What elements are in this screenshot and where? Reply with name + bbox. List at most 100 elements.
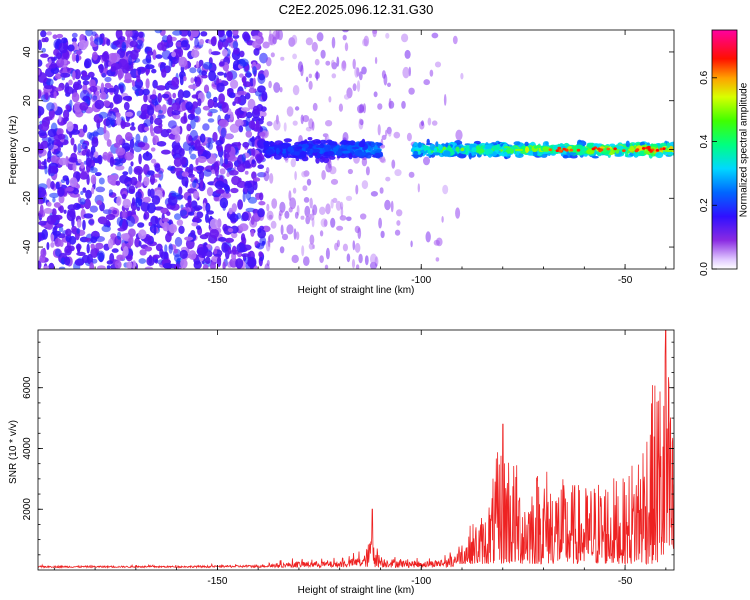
x-tick-label: -150 — [207, 275, 227, 286]
noise-patch — [309, 197, 313, 209]
noise-patch — [57, 133, 66, 140]
noise-patch — [137, 68, 142, 76]
noise-patch — [145, 64, 155, 70]
noise-patch — [95, 242, 104, 250]
noise-patch — [311, 121, 315, 131]
noise-patch — [111, 248, 119, 253]
noise-patch — [182, 141, 192, 152]
noise-patch — [115, 147, 126, 156]
noise-patch — [134, 168, 141, 173]
snr-xlabel: Height of straight line (km) — [298, 585, 415, 596]
noise-patch — [107, 52, 118, 63]
noise-patch — [156, 141, 167, 147]
noise-patch — [217, 71, 225, 76]
noise-patch — [126, 215, 136, 227]
noise-patch — [202, 264, 209, 269]
noise-patch — [236, 163, 246, 173]
noise-patch — [312, 102, 318, 111]
colorbar-tick-label: 0.2 — [699, 198, 710, 212]
signal-patch — [316, 152, 320, 159]
noise-patch — [175, 171, 180, 177]
noise-patch — [283, 122, 287, 132]
noise-patch — [380, 138, 384, 148]
signal-patch — [485, 148, 494, 155]
noise-patch — [53, 202, 61, 208]
noise-patch — [147, 170, 155, 176]
noise-patch — [181, 171, 189, 177]
signal-patch — [367, 145, 372, 151]
noise-patch — [135, 197, 142, 208]
signal-peak — [558, 149, 563, 153]
noise-patch — [331, 36, 336, 49]
noise-patch — [216, 144, 223, 153]
noise-patch — [112, 210, 118, 215]
signal-patch — [341, 150, 351, 154]
noise-patch — [401, 33, 409, 43]
noise-patch — [152, 79, 158, 89]
noise-patch — [377, 124, 381, 136]
noise-patch — [190, 230, 196, 237]
noise-patch — [130, 49, 139, 60]
noise-patch — [138, 240, 142, 247]
noise-patch — [394, 229, 401, 236]
noise-patch — [106, 111, 117, 122]
noise-patch — [355, 264, 360, 269]
noise-patch — [388, 98, 392, 109]
noise-patch — [106, 38, 111, 46]
noise-patch — [261, 91, 268, 102]
noise-patch — [145, 78, 150, 89]
noise-patch — [43, 158, 47, 169]
noise-patch — [164, 244, 168, 253]
figure-title: C2E2.2025.096.12.31.G30 — [279, 2, 434, 17]
noise-patch — [162, 262, 173, 269]
noise-patch — [278, 210, 283, 217]
noise-patch — [203, 169, 212, 177]
noise-patch — [107, 174, 117, 185]
signal-patch — [321, 157, 326, 162]
noise-patch — [143, 176, 150, 187]
noise-patch — [228, 246, 232, 255]
noise-patch — [68, 157, 78, 163]
noise-patch — [174, 167, 183, 172]
noise-patch — [396, 209, 403, 217]
noise-patch — [117, 231, 122, 240]
signal-patch — [601, 148, 608, 153]
signal-patch — [299, 151, 308, 156]
noise-patch — [266, 167, 270, 174]
noise-patch — [118, 58, 128, 70]
noise-patch — [441, 216, 444, 223]
noise-patch — [241, 253, 250, 258]
noise-patch — [192, 216, 200, 223]
noise-patch — [167, 120, 177, 129]
noise-patch — [270, 220, 277, 229]
noise-patch — [177, 89, 184, 100]
noise-patch — [50, 62, 57, 69]
noise-patch — [311, 41, 318, 52]
signal-patch — [279, 142, 289, 149]
noise-patch — [82, 219, 86, 231]
noise-patch — [135, 191, 142, 200]
noise-patch — [40, 53, 49, 58]
noise-patch — [75, 54, 79, 64]
noise-patch — [79, 198, 86, 205]
signal-peak — [655, 149, 660, 152]
noise-patch — [189, 67, 197, 74]
noise-patch — [143, 213, 147, 220]
signal-patch — [525, 146, 529, 153]
noise-patch — [236, 108, 241, 120]
noise-patch — [232, 30, 239, 37]
noise-patch — [356, 80, 361, 92]
noise-patch — [38, 220, 47, 226]
signal-patch — [468, 152, 472, 160]
noise-patch — [325, 120, 333, 127]
noise-patch — [193, 190, 200, 200]
noise-patch — [236, 212, 242, 220]
noise-patch — [263, 69, 269, 78]
noise-patch — [84, 60, 90, 69]
noise-patch — [142, 152, 153, 161]
signal-patch — [295, 157, 300, 162]
noise-patch — [78, 39, 88, 51]
noise-patch — [151, 68, 157, 74]
signal-patch — [346, 146, 352, 151]
noise-patch — [423, 156, 430, 166]
